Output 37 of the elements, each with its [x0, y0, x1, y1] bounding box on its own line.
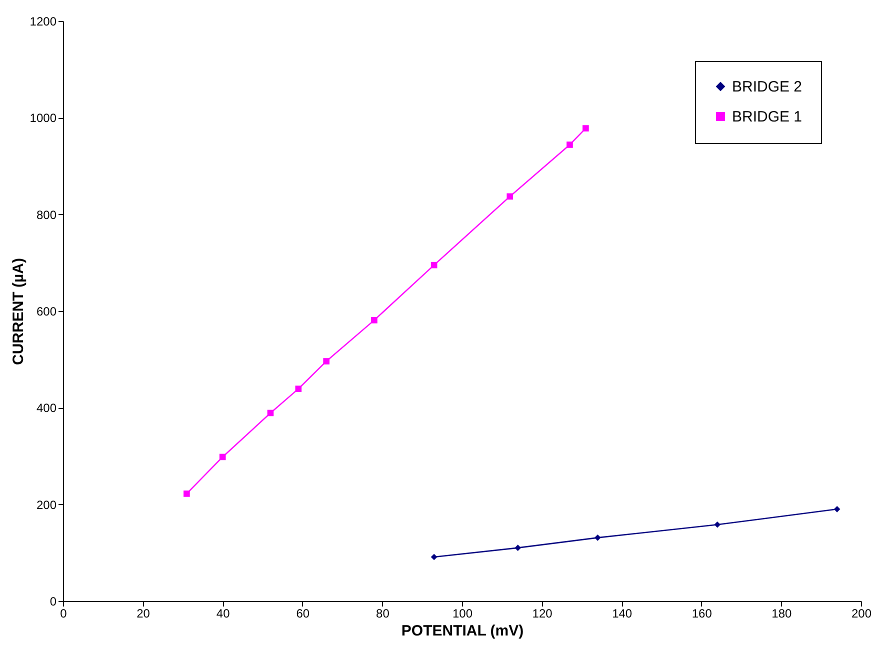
- x-tick-label: 0: [60, 606, 68, 620]
- x-tick-label: 80: [376, 606, 390, 620]
- point: [323, 358, 330, 364]
- point: [430, 262, 438, 268]
- x-tick-label: 120: [532, 606, 553, 620]
- point: [184, 490, 190, 497]
- x-axis-title: POTENTIAL (mV): [401, 622, 524, 640]
- point: [430, 554, 438, 560]
- y-tick-label: 800: [36, 208, 57, 222]
- point: [834, 506, 840, 512]
- point: [582, 125, 589, 132]
- point: [506, 193, 514, 200]
- y-tick-label: 200: [36, 498, 57, 512]
- point: [594, 534, 601, 541]
- x-tick-label: 180: [772, 606, 792, 620]
- legend-label: BRIDGE 1: [732, 108, 802, 126]
- y-tick-label: 1000: [30, 111, 57, 126]
- point: [219, 454, 226, 460]
- y-tick-label: 1200: [30, 14, 57, 28]
- x-tick-label: 40: [216, 606, 230, 620]
- y-tick-label: 0: [50, 594, 57, 608]
- y-axis-title: CURRENT (µA): [10, 258, 27, 365]
- point: [514, 544, 522, 551]
- x-tick-label: 160: [692, 606, 712, 620]
- point: [295, 386, 302, 392]
- x-tick-label: 100: [452, 606, 473, 620]
- x-tick-label: 60: [296, 606, 310, 620]
- x-tick-label: 20: [136, 606, 150, 620]
- y-tick-label: 600: [36, 304, 57, 318]
- point: [714, 521, 721, 528]
- x-tick-label: 200: [851, 606, 872, 620]
- point: [267, 410, 274, 416]
- y-tick-label: 400: [36, 401, 57, 416]
- legend-label: BRIDGE 2: [732, 78, 802, 96]
- x-tick-label: 140: [612, 606, 632, 620]
- point: [566, 142, 573, 148]
- point: [371, 317, 378, 324]
